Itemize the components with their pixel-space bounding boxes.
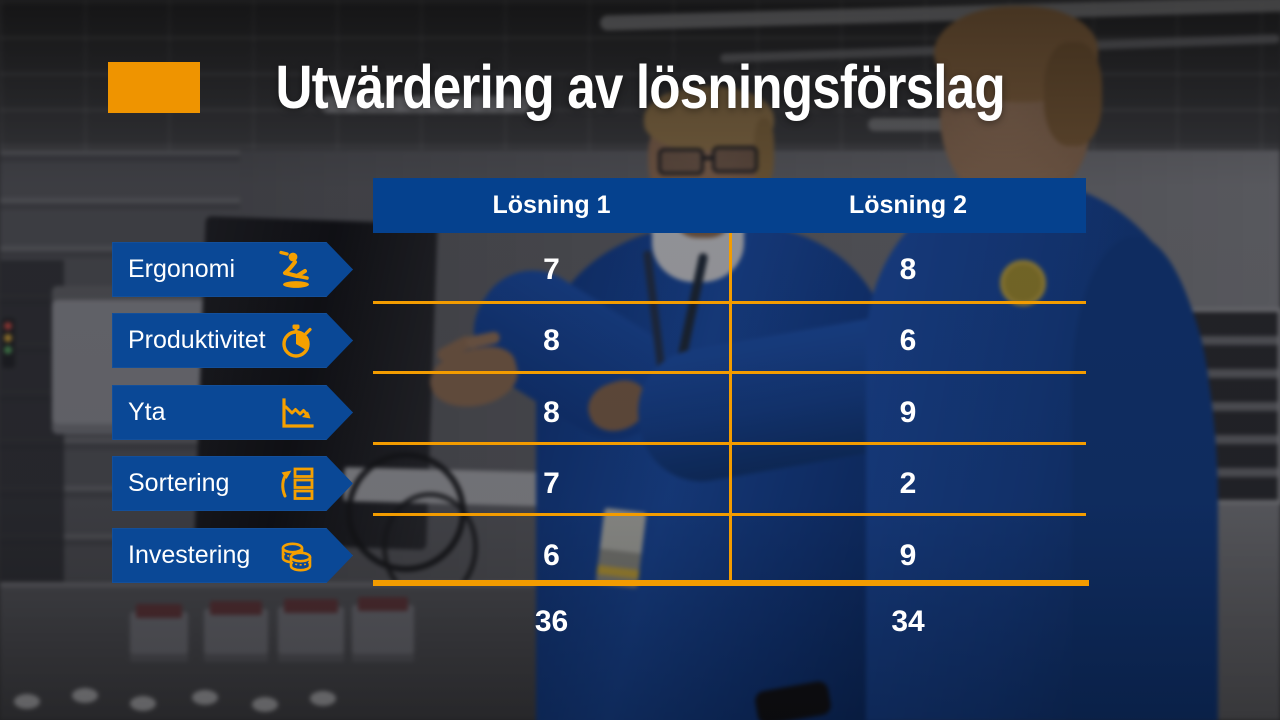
- cell-investering-losning2: 9: [899, 538, 917, 572]
- criteria-label-ergonomi: Ergonomi: [112, 242, 353, 297]
- table-row: 7 8: [373, 242, 1086, 297]
- declining-chart-icon: [282, 397, 314, 428]
- criteria-label-text: Produktivitet: [128, 326, 266, 354]
- row-separator-line: [373, 442, 1086, 445]
- cell-sortering-losning1: 7: [543, 466, 560, 500]
- criteria-label-text: Investering: [128, 541, 251, 569]
- table-row: 8 9: [373, 385, 1086, 440]
- criteria-label-produktivitet: Produktivitet: [112, 313, 353, 368]
- table-row: 6 9: [373, 528, 1086, 583]
- stopwatch-icon: [282, 324, 312, 358]
- sort-list-arrow-icon: [281, 467, 314, 500]
- cell-ergonomi-losning2: 8: [899, 252, 917, 286]
- criteria-label-investering: Investering: [112, 528, 353, 583]
- table-row: 8 6: [373, 313, 1086, 368]
- cell-produktivitet-losning1: 8: [543, 323, 560, 357]
- cell-yta-losning1: 8: [543, 395, 560, 429]
- criteria-label-text: Yta: [128, 398, 166, 426]
- page-title: Utvärdering av lösningsförslag: [275, 53, 1005, 121]
- column-header-losning-1: Lösning 1: [492, 191, 611, 219]
- slipping-person-icon: [279, 250, 309, 288]
- total-separator-line: [373, 580, 1089, 586]
- cell-sortering-losning2: 2: [899, 466, 917, 500]
- table-row: 7 2: [373, 456, 1086, 511]
- row-separator-line: [373, 301, 1086, 304]
- total-losning2: 34: [891, 604, 925, 638]
- total-losning1: 36: [534, 604, 569, 638]
- criteria-label-yta: Yta: [112, 385, 353, 440]
- row-separator-line: [373, 513, 1086, 516]
- column-header-losning-2: Lösning 2: [848, 191, 968, 219]
- cell-ergonomi-losning1: 7: [543, 252, 560, 286]
- totals-row: 36 34: [373, 594, 1086, 649]
- criteria-label-text: Ergonomi: [128, 255, 235, 283]
- column-divider-line: [729, 233, 732, 584]
- criteria-label-text: Sortering: [128, 469, 230, 497]
- cell-yta-losning2: 9: [899, 395, 917, 429]
- cell-investering-losning1: 6: [543, 538, 560, 572]
- title-accent-bar: [108, 62, 200, 113]
- coin-stacks-icon: [281, 542, 312, 571]
- row-separator-line: [373, 371, 1086, 374]
- table-header: Lösning 1 Lösning 2: [373, 178, 1086, 233]
- cell-produktivitet-losning2: 6: [899, 323, 917, 357]
- criteria-label-sortering: Sortering: [112, 456, 353, 511]
